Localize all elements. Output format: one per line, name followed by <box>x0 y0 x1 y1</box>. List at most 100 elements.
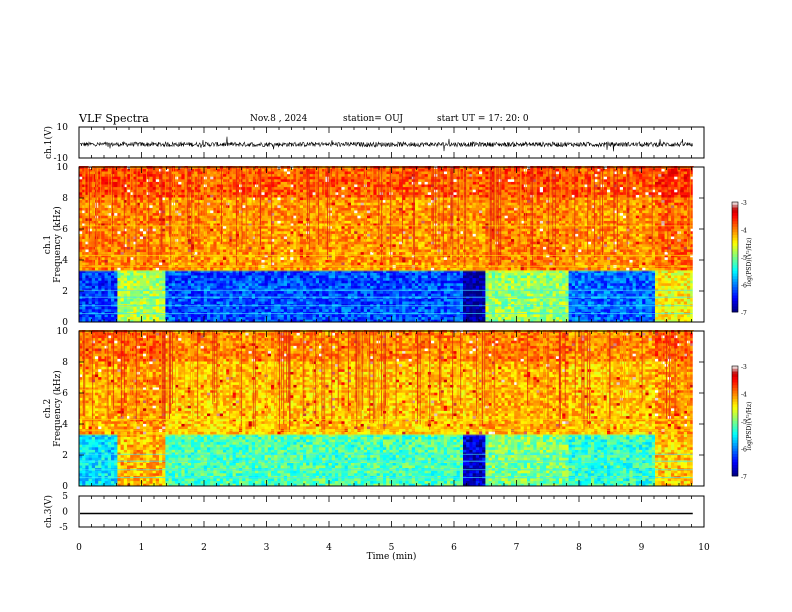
psd-cell <box>200 314 205 318</box>
psd-cell <box>306 192 310 195</box>
psd-cell <box>239 231 243 234</box>
psd-cell <box>287 309 291 312</box>
psd-cell <box>319 168 323 172</box>
psd-cell <box>181 199 185 203</box>
psd-cell <box>210 272 214 276</box>
psd-cell <box>226 225 230 229</box>
psd-cell <box>287 293 291 297</box>
psd-cell <box>91 192 96 195</box>
psd-cell <box>271 233 275 237</box>
psd-cell <box>123 303 128 307</box>
psd-cell <box>117 233 121 237</box>
psd-cell <box>178 285 182 289</box>
psd-cell <box>280 311 285 315</box>
psd-cell <box>309 202 313 206</box>
psd-cell <box>91 272 96 276</box>
psd-cell <box>335 277 339 281</box>
psd-cell <box>248 290 253 294</box>
psd-cell <box>139 179 144 182</box>
psd-cell <box>290 277 294 281</box>
psd-cell <box>239 311 243 315</box>
psd-cell <box>85 171 89 175</box>
psd-cell <box>306 259 310 263</box>
psd-cell <box>232 171 237 175</box>
psd-cell <box>104 176 109 180</box>
psd-cell <box>203 280 208 284</box>
psd-cell <box>290 184 294 188</box>
psd-cell <box>290 215 294 219</box>
psd-cell <box>127 171 131 175</box>
psd-cell <box>245 277 249 281</box>
psd-cell <box>229 288 233 292</box>
psd-cell <box>235 314 240 318</box>
psd-cell <box>258 267 262 271</box>
psd-cell <box>309 210 313 214</box>
psd-cell <box>267 184 272 188</box>
psd-cell <box>146 168 150 172</box>
psd-cell <box>315 233 320 237</box>
psd-cell <box>117 202 121 206</box>
psd-cell <box>251 267 256 271</box>
psd-cell <box>191 309 195 312</box>
psd-cell <box>130 283 134 286</box>
psd-cell <box>197 257 201 260</box>
psd-cell <box>165 202 169 206</box>
psd-cell <box>248 192 253 195</box>
psd-cell <box>283 225 288 229</box>
psd-cell <box>232 254 237 258</box>
psd-cell <box>91 205 96 208</box>
psd-cell <box>271 223 275 227</box>
psd-cell <box>107 314 112 318</box>
psd-cell <box>104 246 109 250</box>
psd-cell <box>175 212 179 216</box>
psd-cell <box>191 277 195 281</box>
psd-cell <box>85 241 89 245</box>
psd-cell <box>139 225 144 229</box>
psd-cell <box>309 280 313 284</box>
psd-cell <box>155 231 160 234</box>
psd-cell <box>104 285 109 289</box>
psd-cell <box>210 241 214 245</box>
psd-cell <box>162 314 166 318</box>
psd-cell <box>143 228 147 232</box>
psd-cell <box>296 210 301 214</box>
psd-cell <box>296 319 301 323</box>
psd-cell <box>271 192 275 195</box>
psd-cell <box>223 186 227 190</box>
psd-cell <box>303 306 307 310</box>
psd-cell <box>117 218 121 221</box>
psd-cell <box>82 303 86 307</box>
psd-cell <box>290 231 294 234</box>
psd-cell <box>127 228 131 232</box>
psd-cell <box>104 181 109 185</box>
psd-cell <box>165 207 169 211</box>
psd-cell <box>187 288 192 292</box>
psd-cell <box>283 171 288 175</box>
psd-cell <box>101 241 105 245</box>
psd-cell <box>104 218 109 221</box>
psd-cell <box>290 246 294 250</box>
psd-cell <box>335 220 339 224</box>
psd-cell <box>203 319 208 323</box>
psd-cell <box>242 270 246 273</box>
psd-cell <box>143 277 147 281</box>
psd-cell <box>242 249 246 253</box>
psd-cell <box>299 306 304 310</box>
psd-cell <box>111 257 115 260</box>
psd-cell <box>309 215 313 219</box>
psd-cell <box>130 280 134 284</box>
psd-cell <box>242 259 246 263</box>
psd-cell <box>312 267 317 271</box>
psd-cell <box>306 244 310 247</box>
psd-cell <box>312 298 317 302</box>
psd-cell <box>155 285 160 289</box>
psd-cell <box>130 194 134 198</box>
psd-cell <box>287 298 291 302</box>
psd-cell <box>162 319 166 323</box>
psd-cell <box>120 283 125 286</box>
psd-cell <box>312 171 317 175</box>
psd-cell <box>245 280 249 284</box>
psd-cell <box>315 210 320 214</box>
psd-cell <box>274 277 278 281</box>
psd-cell <box>178 251 182 255</box>
